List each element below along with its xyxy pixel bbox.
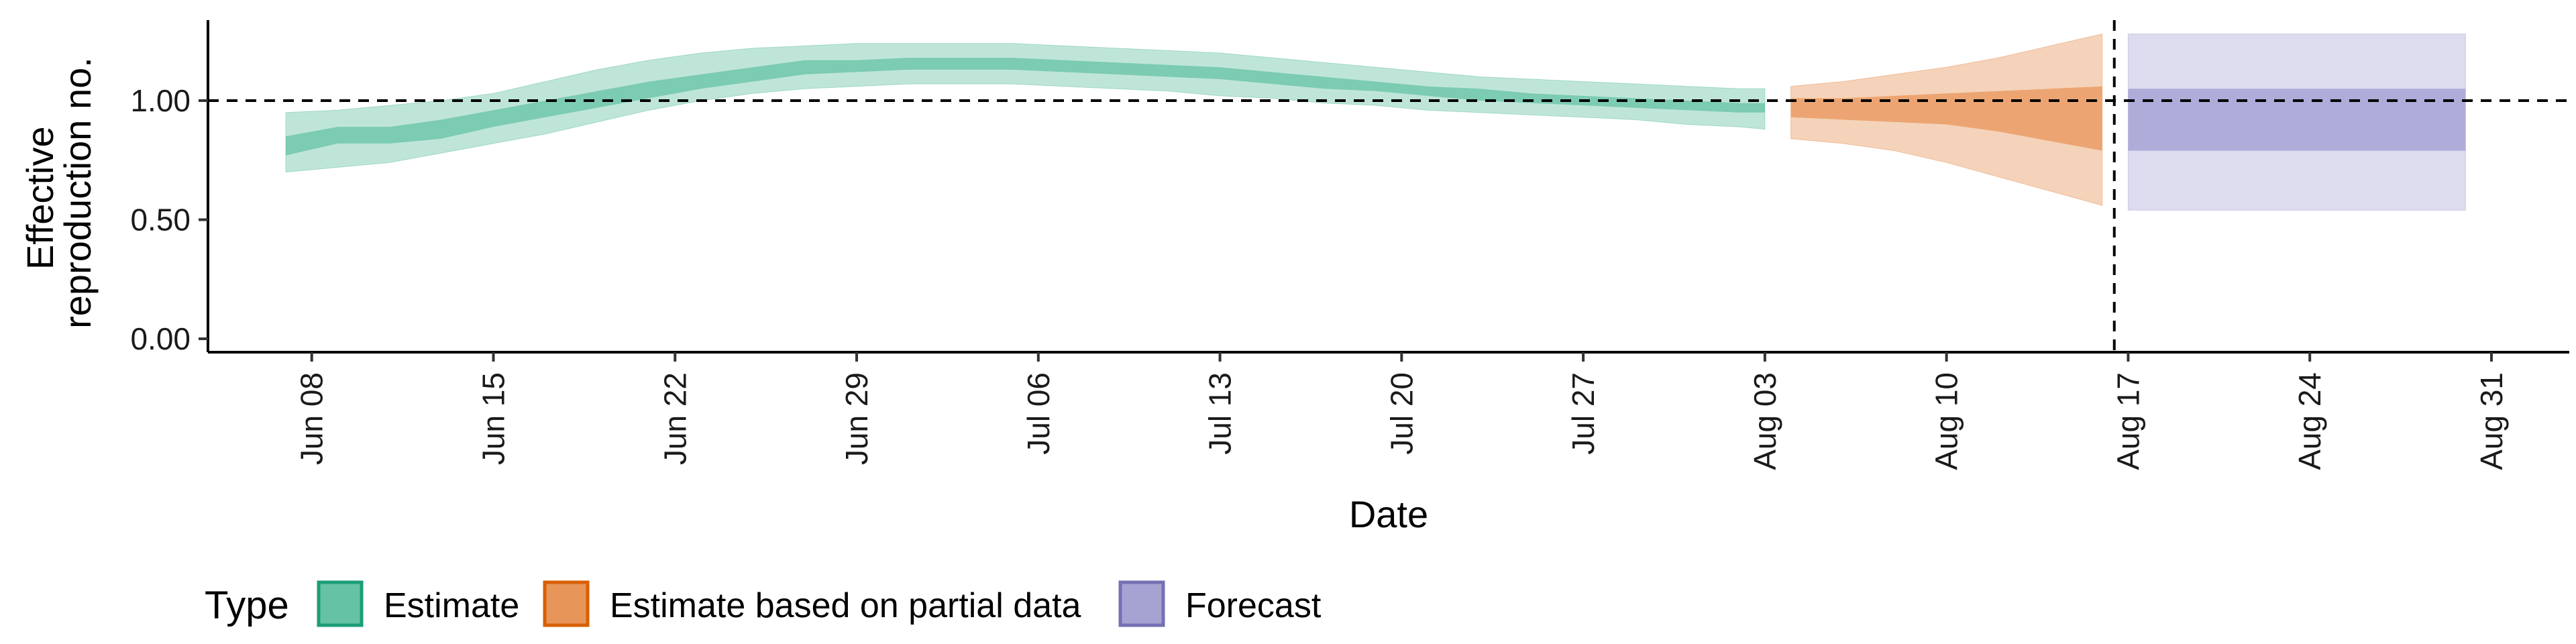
forecast-band-50 [2128, 89, 2466, 151]
legend-swatch [317, 580, 364, 627]
estimate-band-50 [286, 58, 1765, 156]
x-tick-label: Jun 29 [839, 372, 874, 465]
y-axis-title-line-2: reproduction no. [56, 57, 99, 329]
y-axis-title: Effective reproduction no. [19, 57, 99, 329]
y-tick-label: 0.00 [130, 321, 191, 356]
x-tick-label: Aug 17 [2110, 372, 2145, 470]
x-tick-label: Jun 15 [476, 372, 511, 465]
y-axis-title-line-1: Effective [19, 126, 61, 270]
x-tick-label: Jul 20 [1384, 372, 1419, 455]
x-tick-label: Aug 24 [2292, 372, 2327, 470]
x-tick-label: Jul 06 [1021, 372, 1056, 455]
x-tick-label: Jun 08 [294, 372, 329, 465]
x-tick-label: Jul 27 [1566, 372, 1601, 455]
x-tick-label: Aug 03 [1748, 372, 1782, 470]
legend-label: Estimate based on partial data [610, 586, 1081, 625]
x-tick-label: Jun 22 [657, 372, 692, 465]
axes [199, 20, 2569, 362]
legend-swatch [1118, 580, 1165, 627]
x-tick-label: Aug 31 [2474, 372, 2509, 470]
legend-label: Forecast [1185, 586, 1322, 625]
uncertainty-bands [285, 33, 2466, 211]
x-axis-title: Date [1349, 493, 1428, 535]
estimate-based-on-partial-data-band-50 [1790, 86, 2102, 151]
legend-swatch [543, 580, 590, 627]
estimate-band-90 [285, 43, 1766, 173]
y-tick-label: 1.00 [130, 83, 191, 118]
tick-labels: 0.00 0.50 1.00 Jun 08 Jun 15 Jun 22 Jun 29 Jul … [130, 83, 2508, 470]
x-tick-label: Aug 10 [1929, 372, 1964, 470]
legend-label: Estimate [384, 586, 519, 625]
y-tick-label: 0.50 [130, 203, 191, 237]
x-tick-label: Jul 13 [1203, 372, 1238, 455]
legend: Type Estimate Estimate based on partial d… [205, 580, 1322, 627]
legend-title: Type [205, 584, 289, 627]
